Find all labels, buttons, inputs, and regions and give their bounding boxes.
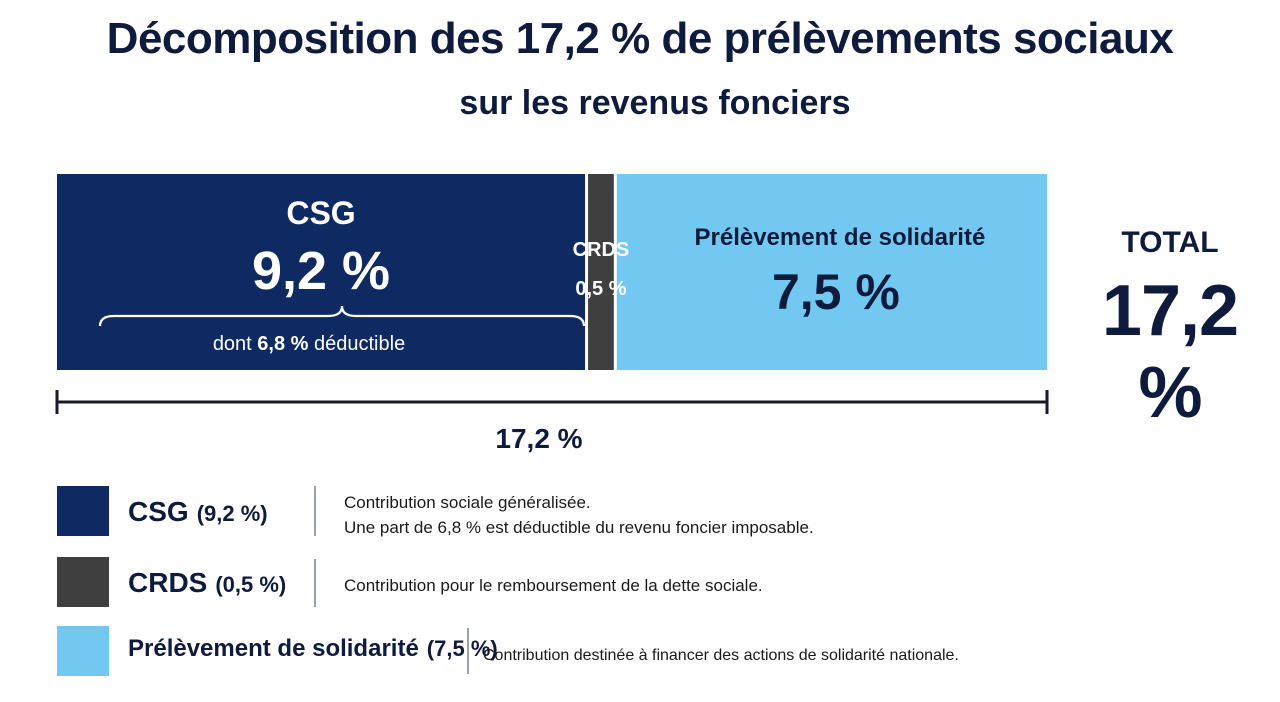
segment-name-solidarite: Prélèvement de solidarité xyxy=(695,224,986,251)
deductible-brace xyxy=(98,305,586,327)
segment-value-crds: 0,5 % xyxy=(575,278,626,300)
legend-desc-line: Contribution pour le remboursement de la… xyxy=(344,576,763,595)
deductible-note-suffix: déductible xyxy=(308,333,405,355)
legend-separator xyxy=(467,628,469,674)
segment-name-csg: CSG xyxy=(286,195,355,231)
deductible-note-prefix: dont xyxy=(213,333,257,355)
legend-swatch-csg xyxy=(57,486,109,536)
legend-desc-line: Contribution destinée à financer des act… xyxy=(483,647,959,664)
stacked-bar-chart: CSG 9,2 % dont 6,8 % déductible CRDS 0,5 % Pr… xyxy=(55,174,1049,454)
legend-description-solidarite: Contribution destinée à financer des act… xyxy=(483,643,959,668)
total-value: 17,2 % xyxy=(1101,271,1239,433)
legend-pct: (9,2 %) xyxy=(196,501,268,526)
legend-separator xyxy=(314,486,316,536)
segment-value-csg: 9,2 % xyxy=(252,241,390,301)
legend-name: Prélèvement de solidarité xyxy=(128,635,419,662)
legend-pct: (0,5 %) xyxy=(215,572,287,597)
deductible-note-value: 6,8 % xyxy=(257,333,308,355)
legend-description-crds: Contribution pour le remboursement de la… xyxy=(344,573,763,598)
deductible-note: dont 6,8 % déductible xyxy=(213,333,405,355)
legend-item-csg: CSG (9,2 %) xyxy=(128,496,268,528)
legend-pct: (7,5 %) xyxy=(426,636,498,661)
legend-name: CSG xyxy=(128,496,189,527)
legend-swatch-solidarite xyxy=(57,626,109,676)
segment-value-solidarite: 7,5 % xyxy=(772,264,900,320)
bar-segment-0 xyxy=(57,174,586,370)
legend-desc-line: Une part de 6,8 % est déductible du reve… xyxy=(344,518,814,537)
legend-separator xyxy=(314,559,316,607)
total-label: TOTAL xyxy=(1121,226,1219,259)
total-span-label: 17,2 % xyxy=(495,423,582,454)
legend-name: CRDS xyxy=(128,567,208,598)
segment-name-crds: CRDS xyxy=(573,239,630,261)
bar-segment-1 xyxy=(588,174,614,370)
chart-title: Décomposition des 17,2 % de prélèvements… xyxy=(106,14,1174,63)
legend-swatch-crds xyxy=(57,557,109,607)
chart-subtitle: sur les revenus fonciers xyxy=(459,84,851,122)
bar-segment-2 xyxy=(616,174,1047,370)
legend-desc-line: Contribution sociale généralisée. xyxy=(344,493,591,512)
legend-item-crds: CRDS (0,5 %) xyxy=(128,567,286,599)
legend-description-csg: Contribution sociale généralisée. Une pa… xyxy=(344,490,814,540)
legend-item-solidarite: Prélèvement de solidarité (7,5 %) xyxy=(128,635,498,663)
